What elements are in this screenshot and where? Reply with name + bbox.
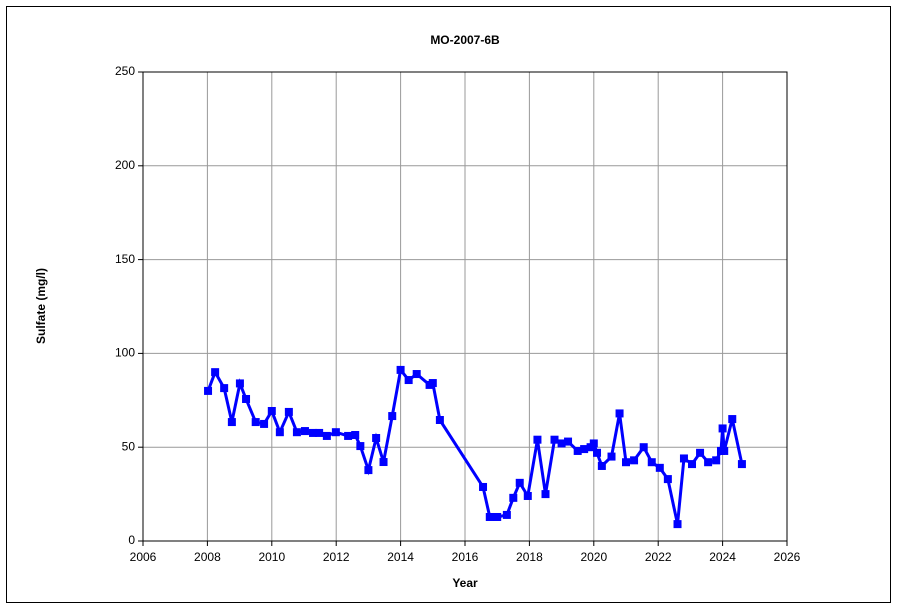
marker [673, 520, 682, 529]
marker [593, 448, 602, 457]
marker [356, 442, 365, 451]
marker [728, 415, 737, 424]
marker [515, 478, 524, 487]
marker [523, 491, 532, 500]
marker [493, 512, 502, 521]
marker [322, 431, 331, 440]
marker [211, 368, 220, 377]
x-tick-label: 2010 [258, 550, 285, 564]
marker [541, 490, 550, 499]
marker [479, 482, 488, 491]
x-tick-label: 2020 [580, 550, 607, 564]
marker [485, 512, 494, 521]
marker [220, 384, 229, 393]
marker [309, 428, 318, 437]
marker [630, 456, 639, 465]
x-tick-label: 2018 [516, 550, 543, 564]
marker [396, 365, 405, 374]
marker [679, 454, 688, 463]
marker [435, 415, 444, 424]
y-tick-label: 250 [115, 64, 135, 78]
marker [688, 460, 697, 469]
marker [235, 379, 244, 388]
marker [292, 428, 301, 437]
marker [580, 445, 589, 454]
marker [557, 439, 566, 448]
marker [364, 466, 373, 475]
marker [509, 493, 518, 502]
marker [712, 456, 721, 465]
marker [412, 370, 421, 379]
marker [550, 435, 559, 444]
y-tick-label: 150 [115, 252, 135, 266]
marker [647, 458, 656, 467]
marker [655, 463, 664, 472]
marker [597, 461, 606, 470]
x-tick-label: 2026 [774, 550, 801, 564]
marker [704, 458, 713, 467]
marker [388, 412, 397, 421]
x-tick-label: 2006 [130, 550, 157, 564]
marker [622, 458, 630, 467]
marker [718, 424, 727, 433]
marker [502, 510, 511, 519]
marker [227, 418, 236, 427]
marker [267, 406, 276, 415]
marker [331, 428, 340, 437]
marker [428, 379, 437, 388]
marker [315, 428, 324, 437]
marker [204, 386, 213, 395]
x-tick-label: 2008 [194, 550, 221, 564]
x-tick-label: 2024 [709, 550, 736, 564]
x-tick-label: 2012 [323, 550, 350, 564]
y-tick-label: 100 [115, 346, 135, 360]
marker [573, 446, 582, 455]
marker [696, 448, 705, 457]
marker [533, 435, 542, 444]
marker [372, 434, 381, 443]
marker [242, 394, 251, 403]
y-tick-label: 50 [122, 439, 136, 453]
x-axis-label: Year [452, 576, 478, 590]
marker [720, 446, 729, 455]
marker [251, 418, 260, 427]
marker [344, 431, 353, 440]
marker [737, 460, 746, 469]
y-tick-label: 0 [128, 533, 135, 547]
chart-title: MO-2007-6B [430, 33, 500, 47]
marker [663, 475, 672, 484]
chart-frame [6, 6, 891, 603]
marker [300, 427, 309, 436]
marker [404, 376, 413, 385]
marker [351, 431, 360, 440]
marker [284, 407, 293, 416]
plot-frame [142, 71, 788, 542]
marker [379, 458, 388, 467]
marker [275, 428, 284, 437]
x-tick-label: 2022 [645, 550, 672, 564]
y-tick-label: 200 [115, 158, 135, 172]
marker [607, 452, 616, 461]
marker [615, 409, 624, 418]
marker [639, 443, 648, 452]
y-axis-label: Sulfate (mg/l) [34, 268, 48, 344]
marker [260, 419, 269, 428]
x-tick-label: 2016 [452, 550, 479, 564]
x-tick-label: 2014 [387, 550, 414, 564]
marker [564, 437, 573, 446]
marker [589, 439, 598, 448]
